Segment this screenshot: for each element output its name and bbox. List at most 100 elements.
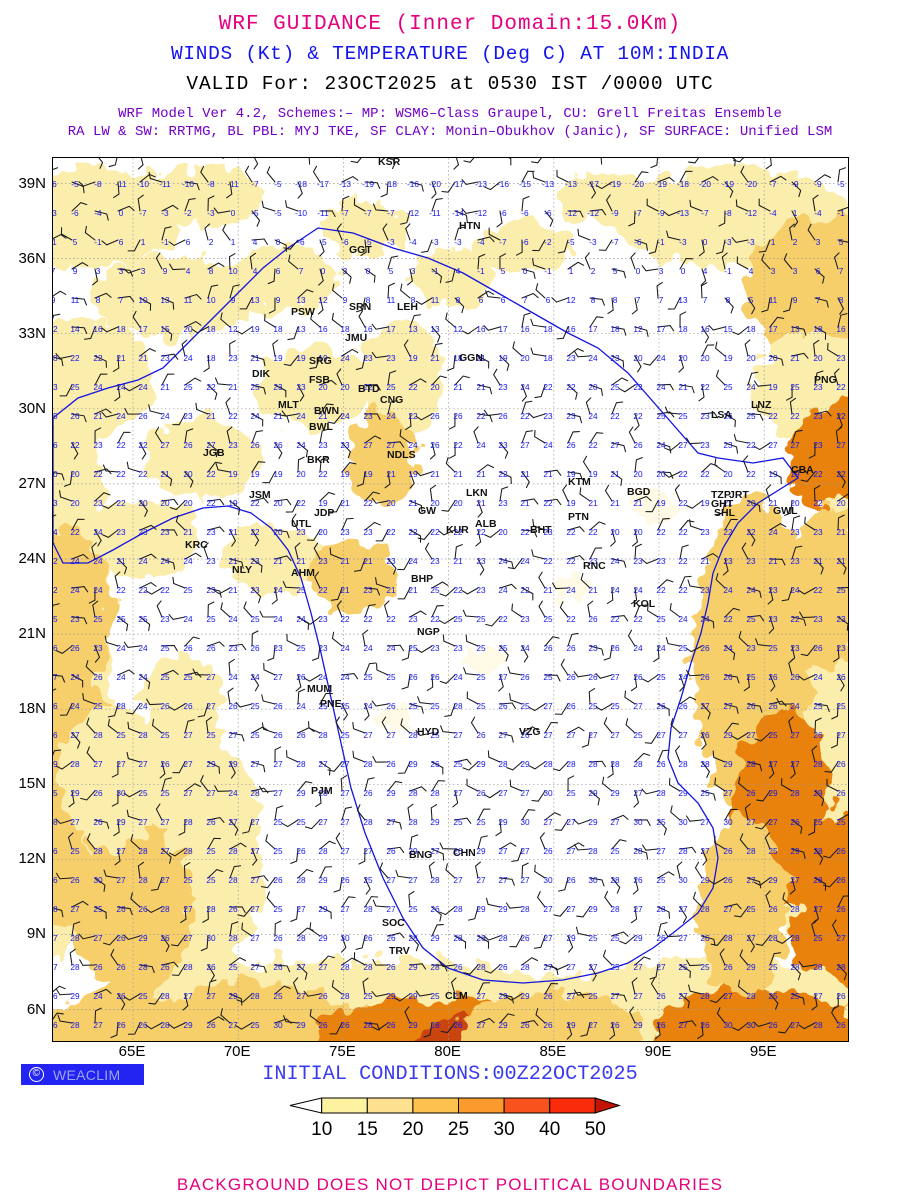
svg-text:22: 22 [340, 614, 350, 624]
svg-text:26: 26 [206, 962, 216, 972]
svg-text:BHP: BHP [411, 573, 433, 585]
svg-text:21: 21 [273, 411, 283, 421]
svg-text:25: 25 [678, 962, 688, 972]
svg-text:28: 28 [183, 846, 193, 856]
svg-text:28: 28 [408, 788, 418, 798]
svg-text:9: 9 [793, 295, 798, 305]
svg-text:18: 18 [53, 353, 58, 363]
svg-text:28: 28 [70, 962, 80, 972]
svg-text:2: 2 [591, 266, 596, 276]
svg-text:28: 28 [228, 933, 238, 943]
svg-text:21: 21 [363, 556, 373, 566]
svg-text:28: 28 [790, 788, 800, 798]
svg-text:25: 25 [273, 846, 283, 856]
svg-text:27: 27 [656, 846, 666, 856]
svg-text:28: 28 [70, 759, 80, 769]
svg-text:25: 25 [476, 672, 486, 682]
svg-text:18: 18 [610, 324, 620, 334]
svg-text:24: 24 [813, 672, 823, 682]
svg-text:28: 28 [70, 933, 80, 943]
svg-text:29: 29 [678, 788, 688, 798]
svg-text:22: 22 [746, 527, 756, 537]
svg-text:22: 22 [520, 585, 530, 595]
svg-text:28: 28 [813, 962, 823, 972]
svg-text:JGB: JGB [203, 447, 225, 459]
svg-text:21: 21 [296, 556, 306, 566]
svg-text:23: 23 [228, 440, 238, 450]
svg-text:24: 24 [183, 556, 193, 566]
svg-text:26: 26 [70, 875, 80, 885]
svg-text:25: 25 [340, 730, 350, 740]
svg-text:LEH: LEH [397, 301, 418, 313]
svg-text:24: 24 [610, 556, 620, 566]
svg-text:27: 27 [610, 440, 620, 450]
svg-text:21: 21 [610, 498, 620, 508]
svg-text:25: 25 [206, 730, 216, 740]
svg-text:22: 22 [543, 556, 553, 566]
svg-text:29: 29 [228, 991, 238, 1001]
svg-text:18: 18 [206, 324, 216, 334]
svg-text:25: 25 [273, 817, 283, 827]
svg-text:18: 18 [273, 324, 283, 334]
svg-text:26: 26 [723, 672, 733, 682]
svg-text:23: 23 [138, 527, 148, 537]
svg-text:28: 28 [318, 730, 328, 740]
svg-text:24: 24 [160, 411, 170, 421]
svg-text:-3: -3 [589, 237, 597, 247]
svg-text:26: 26 [93, 788, 103, 798]
svg-text:23: 23 [520, 614, 530, 624]
svg-text:1: 1 [141, 237, 146, 247]
svg-text:-10: -10 [137, 179, 149, 189]
svg-text:26: 26 [386, 846, 396, 856]
svg-text:25: 25 [430, 701, 440, 711]
svg-text:27: 27 [116, 759, 126, 769]
svg-text:9: 9 [343, 295, 348, 305]
svg-text:27: 27 [228, 1020, 238, 1030]
svg-text:3: 3 [343, 266, 348, 276]
svg-text:25: 25 [588, 933, 598, 943]
svg-text:-2: -2 [184, 208, 192, 218]
svg-text:17: 17 [138, 324, 148, 334]
svg-text:23: 23 [746, 556, 756, 566]
svg-text:-7: -7 [701, 208, 709, 218]
svg-text:21: 21 [610, 469, 620, 479]
svg-text:28: 28 [746, 759, 756, 769]
svg-text:26: 26 [746, 788, 756, 798]
svg-text:24: 24 [588, 353, 598, 363]
svg-text:23: 23 [228, 353, 238, 363]
svg-text:19: 19 [723, 353, 733, 363]
svg-text:26: 26 [386, 701, 396, 711]
svg-text:28: 28 [430, 875, 440, 885]
svg-text:22: 22 [678, 469, 688, 479]
svg-text:26: 26 [543, 846, 553, 856]
svg-text:3: 3 [659, 266, 664, 276]
svg-text:4: 4 [186, 266, 191, 276]
svg-text:21: 21 [250, 353, 260, 363]
svg-text:-11: -11 [317, 208, 329, 218]
svg-text:25: 25 [53, 614, 58, 624]
svg-text:27: 27 [250, 904, 260, 914]
svg-text:8: 8 [591, 295, 596, 305]
svg-text:1: 1 [569, 266, 574, 276]
svg-text:20: 20 [723, 469, 733, 479]
svg-text:25: 25 [813, 817, 823, 827]
svg-text:23: 23 [160, 527, 170, 537]
svg-text:24: 24 [296, 701, 306, 711]
svg-text:27: 27 [250, 875, 260, 885]
svg-text:25: 25 [386, 382, 396, 392]
svg-text:26: 26 [53, 643, 58, 653]
svg-text:16: 16 [566, 324, 576, 334]
svg-text:23: 23 [790, 556, 800, 566]
svg-text:25: 25 [588, 991, 598, 1001]
svg-text:25: 25 [813, 933, 823, 943]
svg-text:29: 29 [408, 1020, 418, 1030]
svg-text:23: 23 [588, 643, 598, 653]
svg-text:GW: GW [418, 505, 436, 517]
svg-text:28: 28 [206, 904, 216, 914]
svg-text:21: 21 [768, 556, 778, 566]
svg-text:21: 21 [453, 469, 463, 479]
svg-text:29: 29 [498, 817, 508, 827]
svg-text:21: 21 [206, 411, 216, 421]
svg-text:17: 17 [588, 324, 598, 334]
svg-text:21: 21 [813, 556, 823, 566]
